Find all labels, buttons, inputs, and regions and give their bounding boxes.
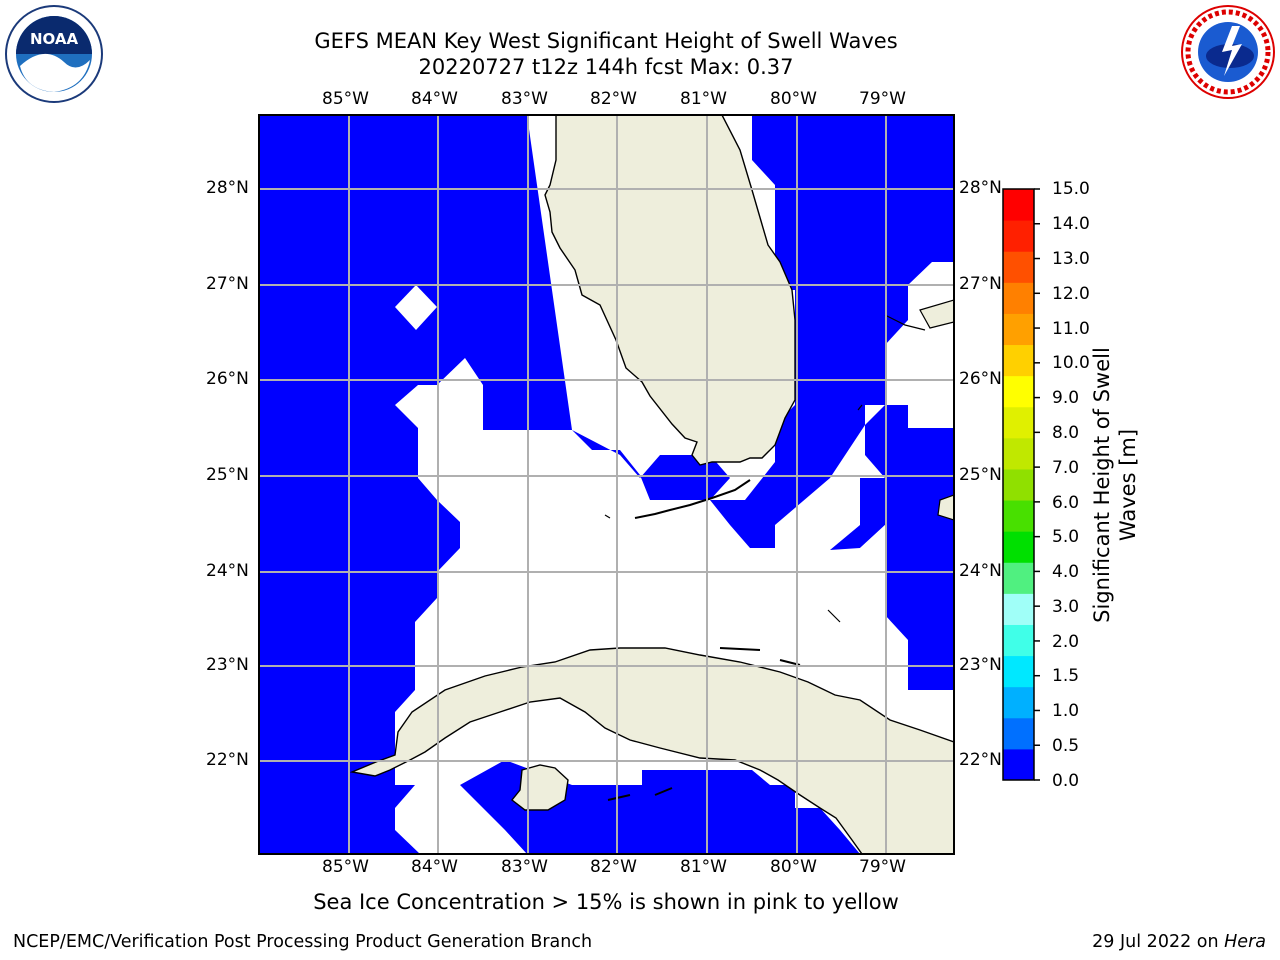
colorbar-tick-label: 0.5 (1052, 736, 1080, 756)
colorbar-tick-label: 14.0 (1052, 214, 1090, 234)
lat-label: 26°N (206, 369, 249, 389)
cuba-cays (607, 647, 801, 801)
lon-label: 83°W (501, 857, 548, 877)
lon-label: 79°W (859, 89, 906, 109)
lon-label: 82°W (590, 857, 637, 877)
colorbar-segment (1003, 593, 1034, 625)
lat-label: 24°N (959, 561, 1002, 581)
lon-label: 82°W (590, 89, 637, 109)
footer-host: Hera (1224, 932, 1266, 952)
colorbar-segment (1003, 624, 1034, 657)
colorbar-frame (1002, 188, 1035, 781)
colorbar-segment (1003, 468, 1034, 501)
lon-label: 81°W (680, 857, 727, 877)
colorbar-segment (1003, 500, 1034, 532)
sea-ice-note: Sea Ice Concentration > 15% is shown in … (313, 890, 899, 914)
colorbar-tick-label: 6.0 (1052, 493, 1080, 513)
lat-label: 27°N (206, 274, 249, 294)
florida-keys (634, 479, 751, 519)
colorbar-segment (1003, 406, 1034, 439)
bahamas-land (919, 299, 954, 521)
colorbar-segment (1003, 531, 1034, 563)
noaa-logo-text: NOAA (30, 30, 79, 48)
colorbar-tick-label: 0.0 (1052, 771, 1080, 791)
lon-label: 83°W (501, 89, 548, 109)
lon-label: 80°W (770, 857, 817, 877)
lon-label: 84°W (411, 857, 458, 877)
colorbar-segment (1003, 344, 1034, 377)
colorbar-tick-label: 1.0 (1052, 701, 1080, 721)
lat-label: 22°N (206, 750, 249, 770)
colorbar-scale (1003, 188, 1040, 781)
footer-credit: NCEP/EMC/Verification Post Processing Pr… (13, 932, 593, 952)
colorbar-tick-label: 9.0 (1052, 388, 1080, 408)
colorbar-segment (1003, 313, 1034, 346)
colorbar-tick-label: 4.0 (1052, 562, 1080, 582)
lon-label: 80°W (770, 89, 817, 109)
lat-label: 25°N (206, 465, 249, 485)
colorbar-tick-label: 1.5 (1052, 666, 1080, 686)
florida-land (544, 115, 796, 466)
colorbar-title-line-2: Waves [m] (1116, 428, 1140, 542)
map-frame (258, 114, 955, 855)
colorbar-segment (1003, 717, 1034, 750)
title-line-2: 20220727 t12z 144h fcst Max: 0.37 (418, 55, 794, 79)
lat-label: 27°N (959, 274, 1002, 294)
colorbar-title: Significant Height of Swell Waves [m] (1089, 285, 1141, 685)
lat-label: 26°N (959, 369, 1002, 389)
lon-label: 85°W (322, 89, 369, 109)
lon-label: 85°W (322, 857, 369, 877)
lat-label: 22°N (959, 750, 1002, 770)
lat-label: 23°N (206, 655, 249, 675)
colorbar-tick-label: 7.0 (1052, 458, 1080, 478)
map-area (259, 115, 954, 854)
lon-label: 79°W (859, 857, 906, 877)
colorbar-tick-label: 10.0 (1052, 353, 1090, 373)
white-patch-east (730, 525, 885, 615)
footer-date-text: 29 Jul 2022 on (1092, 932, 1225, 952)
isla-juventud-land (511, 764, 569, 811)
lat-label: 28°N (959, 178, 1002, 198)
white-patch-north (395, 285, 437, 330)
colorbar-tick-label: 11.0 (1052, 319, 1090, 339)
colorbar-tick-label: 5.0 (1052, 527, 1080, 547)
colorbar-segment (1003, 562, 1034, 594)
colorbar-segment (1003, 189, 1034, 221)
lat-label: 25°N (959, 465, 1002, 485)
colorbar-segment (1003, 655, 1034, 688)
footer-date: 29 Jul 2022 on Hera (1092, 932, 1266, 952)
colorbar-segment (1003, 437, 1034, 470)
colorbar-tick-label: 13.0 (1052, 249, 1090, 269)
colorbar-segment (1003, 686, 1034, 719)
colorbar-segment (1003, 748, 1034, 781)
colorbar-title-line-1: Significant Height of Swell (1090, 347, 1114, 623)
colorbar-segment (1003, 251, 1034, 283)
colorbar-tick-label: 12.0 (1052, 284, 1090, 304)
graticule (259, 115, 954, 854)
colorbar-tick-label: 3.0 (1052, 597, 1080, 617)
lat-label: 28°N (206, 178, 249, 198)
nws-logo-icon (1181, 5, 1275, 99)
colorbar-tick-label: 15.0 (1052, 179, 1090, 199)
title-line-1: GEFS MEAN Key West Significant Height of… (314, 29, 898, 53)
colorbar-segment (1003, 282, 1034, 314)
noaa-logo-icon: NOAA (5, 5, 103, 103)
lat-label: 24°N (206, 561, 249, 581)
lon-label: 81°W (680, 89, 727, 109)
colorbar-segment (1003, 220, 1034, 252)
colorbar-tick-label: 8.0 (1052, 423, 1080, 443)
lon-label: 84°W (411, 89, 458, 109)
colorbar-tick-label: 2.0 (1052, 632, 1080, 652)
colorbar-segment (1003, 375, 1034, 408)
lat-label: 23°N (959, 655, 1002, 675)
